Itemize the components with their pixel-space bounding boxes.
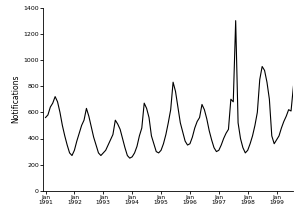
Y-axis label: Notifications: Notifications	[12, 75, 21, 123]
